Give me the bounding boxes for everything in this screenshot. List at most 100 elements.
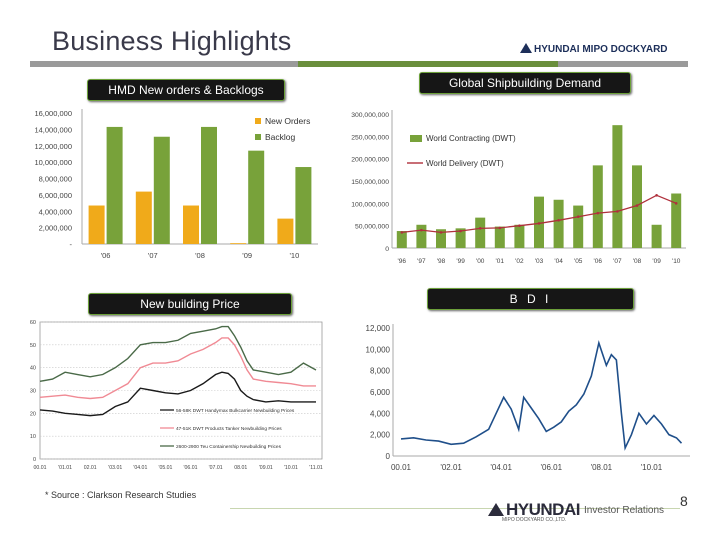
chart2-point-delivery bbox=[420, 228, 423, 232]
chart1-legend-swatch bbox=[255, 134, 261, 140]
chart2-shipbuilding-demand: 0 50,000,000 100,000,000 150,000,000 200,000… bbox=[351, 110, 686, 265]
chart1-y-tick: 16,000,000 bbox=[34, 109, 72, 118]
chart2-bar-contracting bbox=[494, 226, 505, 248]
chart1-x-tick: '07 bbox=[148, 251, 158, 260]
chart4-bdi: 0 2,000 4,000 6,000 8,000 10,000 12,000 00.01 '0… bbox=[366, 324, 690, 472]
chart3-series-line bbox=[39, 325, 317, 383]
chart3-y-tick: 60 bbox=[30, 320, 36, 326]
chart3-x-tick: 02.01 bbox=[84, 465, 97, 471]
chart3-legend-label: 56-58K DWT Handymax Bulkcarrier Newbuild… bbox=[176, 408, 295, 414]
page-title: Business Highlights bbox=[52, 26, 292, 56]
chart2-y-tick: 50,000,000 bbox=[355, 224, 389, 231]
chart3-x-tick: '09.01 bbox=[259, 465, 273, 471]
chart2-legend-label: World Delivery (DWT) bbox=[426, 159, 504, 168]
chart2-point-delivery bbox=[537, 222, 541, 225]
chart1-bar-backlog bbox=[248, 150, 265, 244]
chart2-y-tick: 0 bbox=[385, 246, 389, 253]
chart4-y-tick: 6,000 bbox=[370, 388, 391, 397]
chart2-y-tick: 250,000,000 bbox=[351, 134, 389, 141]
chart4-x-tick: '06.01 bbox=[540, 463, 562, 472]
chart2-title: Global Shipbuilding Demand bbox=[419, 72, 631, 94]
chart4-x-tick: '04.01 bbox=[490, 463, 512, 472]
chart1-y-tick: - bbox=[70, 240, 73, 249]
chart3-y-tick: 40 bbox=[30, 366, 36, 372]
chart4-y-tick: 4,000 bbox=[370, 409, 391, 418]
chart2-x-tick: '07 bbox=[613, 258, 622, 265]
chart1-bar-new-orders bbox=[183, 205, 199, 244]
company-logo: HYUNDAI MIPO DOCKYARD bbox=[520, 43, 668, 55]
chart1-y-tick: 6,000,000 bbox=[39, 191, 72, 200]
chart1-x-tick: '09 bbox=[242, 251, 252, 260]
chart2-x-tick: '02 bbox=[515, 258, 524, 265]
chart4-y-tick: 12,000 bbox=[366, 324, 391, 333]
chart3-x-tick: '04.01 bbox=[133, 465, 147, 471]
chart1-bar-new-orders bbox=[135, 191, 152, 244]
chart4-x-tick: '10.01 bbox=[641, 463, 663, 472]
chart2-y-tick: 300,000,000 bbox=[351, 112, 389, 119]
chart2-bar-contracting bbox=[671, 193, 682, 248]
chart2-point-delivery bbox=[459, 229, 462, 233]
chart2-point-delivery bbox=[439, 231, 443, 234]
page-number: 8 bbox=[680, 493, 688, 509]
source-note: * Source : Clarkson Research Studies bbox=[45, 490, 197, 500]
title-underline-gray-right bbox=[558, 61, 688, 67]
chart2-bar-contracting bbox=[573, 205, 584, 248]
chart4-y-tick: 10,000 bbox=[366, 345, 391, 354]
chart2-point-delivery bbox=[616, 210, 619, 213]
chart1-y-tick: 8,000,000 bbox=[39, 175, 72, 184]
chart2-y-tick: 150,000,000 bbox=[351, 179, 389, 186]
chart1-legend-label: Backlog bbox=[265, 132, 296, 142]
chart3-x-tick: '01.01 bbox=[58, 465, 72, 471]
chart3-title: New building Price bbox=[88, 293, 292, 315]
chart2-x-tick: '98 bbox=[437, 258, 446, 265]
chart2-point-delivery bbox=[478, 227, 482, 230]
chart4-x-tick: 00.01 bbox=[391, 463, 412, 472]
chart3-x-tick: '06.01 bbox=[184, 465, 198, 471]
chart2-point-delivery bbox=[674, 202, 678, 205]
chart1-x-tick: '06 bbox=[101, 251, 111, 260]
chart2-bar-contracting bbox=[651, 224, 662, 248]
chart1-bar-backlog bbox=[153, 136, 170, 244]
chart2-x-tick: '00 bbox=[476, 258, 485, 265]
chart3-newbuilding-price: 0 10 20 30 40 50 60 00.01 '01.01 02.01 '03.01 '04.0… bbox=[30, 320, 323, 471]
chart4-x-tick: '08.01 bbox=[591, 463, 613, 472]
chart2-x-tick: '08 bbox=[633, 258, 642, 265]
chart3-x-tick: '05.01 bbox=[158, 465, 172, 471]
chart2-bar-contracting bbox=[416, 224, 427, 248]
chart3-legend-label: 2600-2900 Teu Containership Newbuilding … bbox=[176, 444, 282, 450]
footer-logo-subtitle: MIPO DOCKYARD CO.,LTD. bbox=[502, 517, 567, 523]
chart2-point-delivery bbox=[596, 211, 600, 215]
chart2-x-tick: '99 bbox=[456, 258, 465, 265]
chart4-y-tick: 0 bbox=[386, 452, 391, 461]
chart2-x-tick: '97 bbox=[417, 258, 426, 265]
chart3-legend-label: 47-51K DWT Products Tanker Newbuilding P… bbox=[176, 426, 282, 432]
chart1-y-tick: 10,000,000 bbox=[34, 158, 72, 167]
chart2-point-delivery bbox=[400, 231, 404, 234]
chart1-bar-backlog bbox=[295, 167, 312, 244]
hyundai-triangle-icon bbox=[520, 43, 532, 53]
chart2-bar-contracting bbox=[612, 125, 623, 248]
chart3-x-tick: '07.01 bbox=[209, 465, 223, 471]
footer-divider bbox=[230, 508, 680, 509]
chart3-x-tick: '03.01 bbox=[108, 465, 122, 471]
chart2-bar-contracting bbox=[514, 224, 525, 248]
chart3-y-tick: 20 bbox=[30, 411, 36, 417]
chart2-x-tick: '01 bbox=[496, 258, 505, 265]
chart2-point-delivery bbox=[655, 193, 658, 197]
chart1-y-tick: 12,000,000 bbox=[34, 142, 72, 151]
chart3-y-tick: 50 bbox=[30, 343, 36, 349]
chart2-bar-contracting bbox=[396, 231, 407, 248]
chart1-bar-backlog bbox=[106, 126, 123, 244]
chart3-y-tick: 30 bbox=[30, 389, 36, 395]
chart2-point-delivery bbox=[635, 204, 639, 207]
chart3-y-tick: 10 bbox=[30, 434, 36, 440]
chart2-x-tick: '06 bbox=[594, 258, 603, 265]
chart2-y-tick: 200,000,000 bbox=[351, 157, 389, 164]
chart2-x-tick: '09 bbox=[652, 258, 661, 265]
chart1-legend-swatch bbox=[255, 118, 261, 124]
chart4-x-tick: '02.01 bbox=[440, 463, 462, 472]
chart3-x-tick: '11.01 bbox=[309, 465, 323, 471]
title-underline-gray bbox=[30, 61, 298, 67]
chart2-point-delivery bbox=[498, 226, 502, 230]
chart1-bar-new-orders bbox=[88, 205, 105, 244]
